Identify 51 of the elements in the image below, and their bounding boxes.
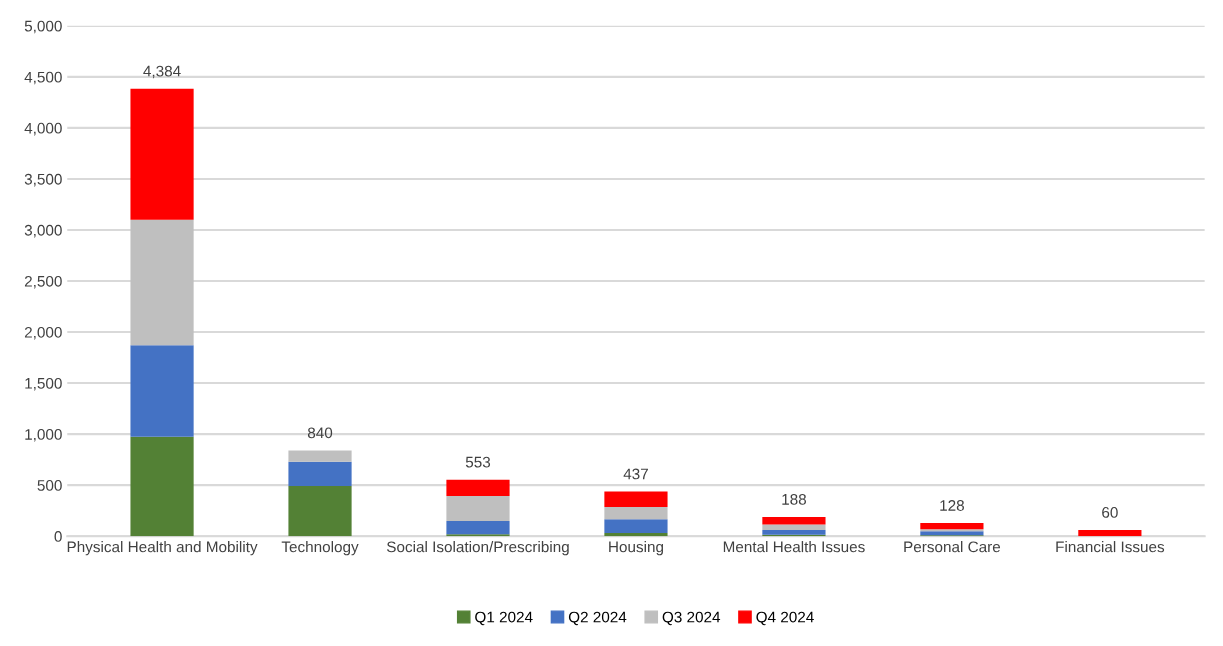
y-tick-label: 4,500 xyxy=(24,71,62,85)
legend-label: Q1 2024 xyxy=(475,611,533,626)
y-tick-label: 3,000 xyxy=(24,224,62,238)
bar xyxy=(762,530,826,535)
bar xyxy=(446,534,510,537)
y-tick-label: 500 xyxy=(37,480,62,491)
x-tick-label: Social Isolation/Prescribing xyxy=(386,541,569,556)
bar xyxy=(920,529,984,532)
x-tick-label: Financial Issues xyxy=(1056,541,1165,553)
bar xyxy=(130,219,194,346)
bar xyxy=(920,523,984,530)
y-tick-label: 1,500 xyxy=(25,377,62,391)
bar xyxy=(604,519,668,534)
bar xyxy=(446,479,510,496)
bar xyxy=(762,516,826,525)
bar xyxy=(130,436,194,537)
total-label: 4,384 xyxy=(143,65,181,79)
y-tick-label: 0 xyxy=(54,531,62,542)
legend-label: Q2 2024 xyxy=(568,611,627,626)
x-tick-label: Housing xyxy=(609,541,663,556)
bar xyxy=(288,485,352,537)
bar xyxy=(604,507,668,520)
x-tick-label: Mental Health Issues xyxy=(723,541,865,553)
bar xyxy=(604,533,668,537)
y-tick-label: 4,000 xyxy=(24,122,62,136)
bar xyxy=(130,88,194,220)
bar xyxy=(288,461,352,486)
total-label: 60 xyxy=(1102,507,1118,518)
bar xyxy=(288,450,352,462)
x-tick-label: Personal Care xyxy=(904,541,1001,553)
y-tick-label: 2,000 xyxy=(24,326,62,340)
y-tick-label: 2,500 xyxy=(24,275,62,289)
legend-label: Q3 2024 xyxy=(662,611,721,626)
x-tick-label: Technology xyxy=(281,541,359,556)
total-label: 840 xyxy=(307,427,333,439)
y-tick-label: 1,000 xyxy=(25,428,62,442)
total-label: 128 xyxy=(940,500,964,511)
bar xyxy=(604,491,668,508)
legend-label: Q4 2024 xyxy=(756,611,814,626)
bar xyxy=(1078,530,1142,537)
bar xyxy=(446,495,510,522)
total-label: 437 xyxy=(623,468,648,480)
total-label: 188 xyxy=(782,493,807,505)
total-label: 553 xyxy=(465,456,491,468)
bar xyxy=(130,345,194,437)
bar xyxy=(920,531,984,536)
x-tick-label: Physical Health and Mobility xyxy=(67,541,258,556)
y-tick-label: 3,500 xyxy=(24,173,62,187)
y-tick-label: 5,000 xyxy=(24,20,62,34)
bar xyxy=(446,521,510,535)
bar xyxy=(762,524,826,531)
